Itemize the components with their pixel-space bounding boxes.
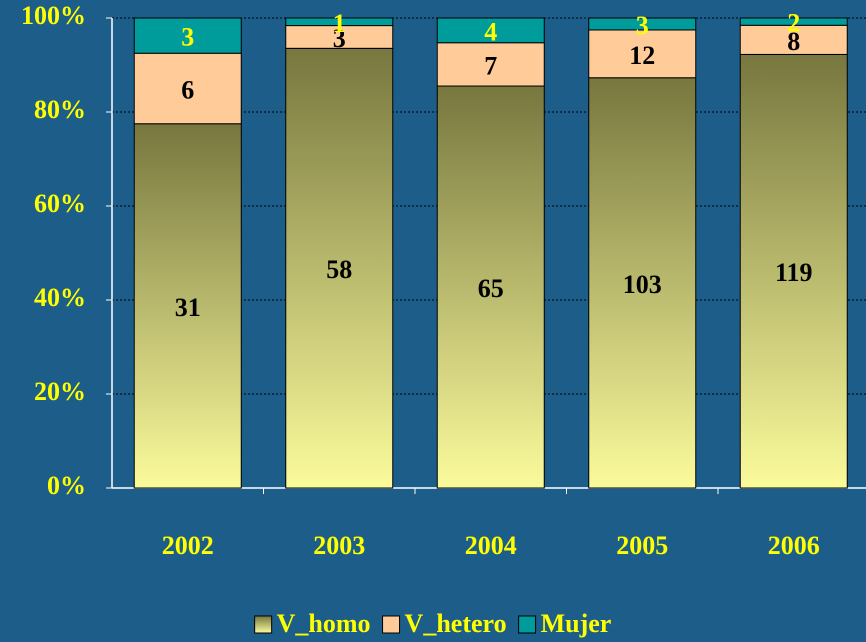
bar-segment [436,85,545,489]
data-label: 3 [636,11,649,40]
data-label: 7 [484,51,497,80]
bar-segment [133,123,242,489]
legend: V_homo V_hetero Mujer [254,609,612,638]
x-tick-label: 2004 [465,531,517,560]
bar-segment [739,53,848,489]
data-label: 65 [478,274,504,303]
legend-label: V_homo [277,609,371,638]
data-label: 3 [181,23,194,52]
bar-segment [739,24,848,55]
bar-segment [285,47,394,489]
legend-swatch [382,615,401,634]
y-tick-label: 100% [21,1,86,30]
y-tick-label: 80% [34,95,86,124]
data-label: 119 [775,258,813,287]
legend-label: Mujer [541,609,612,638]
data-label: 58 [326,255,352,284]
data-label: 3 [333,24,346,53]
y-tick-label: 20% [34,377,86,406]
data-label: 8 [787,27,800,56]
bar-segment [436,42,545,87]
bar-segment [739,17,848,26]
bar-segment [133,52,242,125]
bar-segment [133,17,242,54]
y-tick-label: 40% [34,283,86,312]
data-label: 1 [333,9,346,38]
data-label: 31 [175,293,201,322]
data-label: 103 [623,270,662,299]
bar-segment [588,77,697,489]
x-tick-label: 2005 [616,531,668,560]
y-tick-label: 0% [47,471,86,500]
legend-swatch [254,615,273,634]
data-label: 12 [629,41,655,70]
legend-swatch [518,615,537,634]
legend-label: V_hetero [405,609,507,638]
data-label: 4 [484,17,497,46]
x-tick-label: 2006 [768,531,820,560]
x-tick-label: 2003 [313,531,365,560]
y-tick-label: 60% [34,189,86,218]
bar-segment [285,17,394,27]
bar-segment [588,29,697,79]
data-label: 6 [181,75,194,104]
bar-segment [436,17,545,44]
x-tick-label: 2002 [162,531,214,560]
bar-segment [588,17,697,31]
data-label: 2 [787,9,800,38]
